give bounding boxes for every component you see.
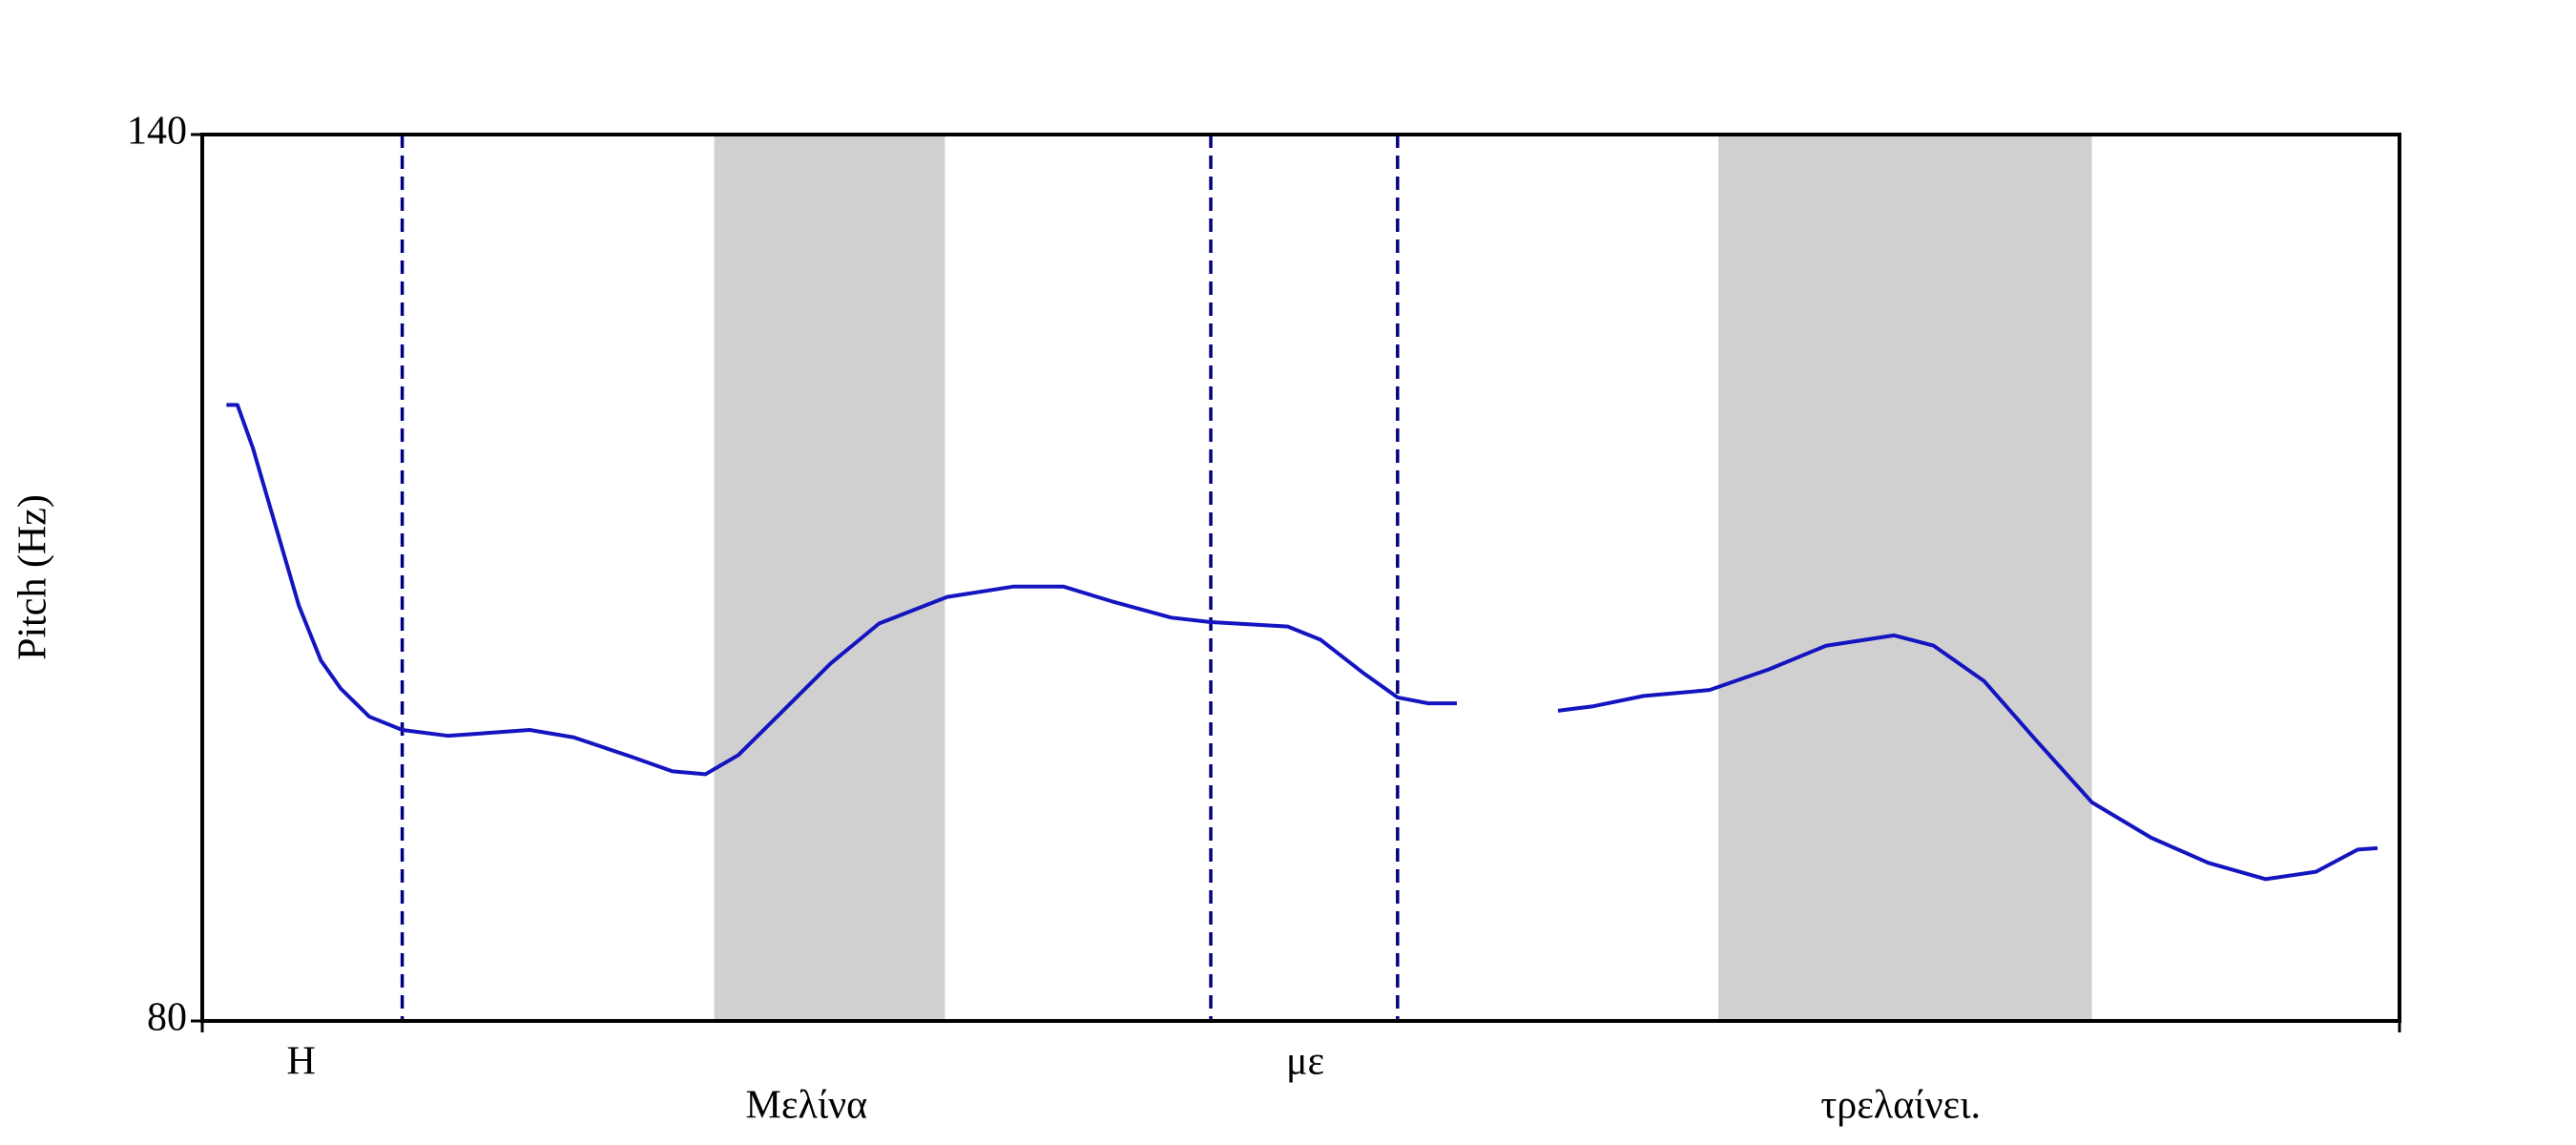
word-label: τρελαίνει. (1820, 1084, 1981, 1128)
word-label: Μελίνα (746, 1084, 868, 1128)
shaded-interval (1718, 135, 2092, 1021)
word-label: με (1286, 1040, 1324, 1084)
y-tick-label: 80 (147, 996, 187, 1040)
y-tick-label: 140 (127, 110, 187, 154)
y-axis-label: Pitch (Hz) (11, 494, 55, 660)
plot-frame (200, 133, 2401, 1023)
word-label: Η (286, 1040, 315, 1084)
shaded-interval (714, 135, 945, 1021)
pitch-line (226, 403, 2379, 882)
